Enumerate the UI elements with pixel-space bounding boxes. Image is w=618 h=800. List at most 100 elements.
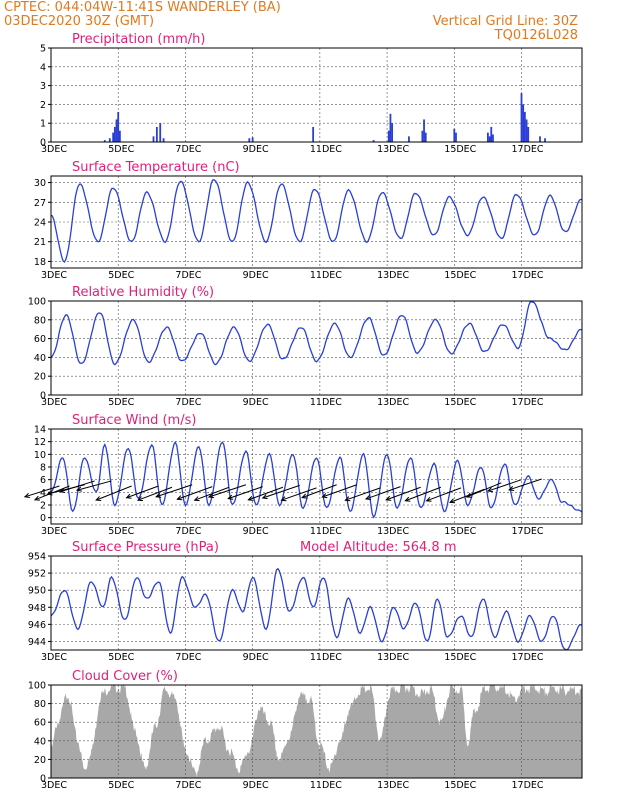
precip-bar (251, 137, 254, 142)
ytick-label: 952 (28, 569, 46, 580)
ytick-label: 21 (34, 237, 46, 248)
xtick-label: 7DEC (175, 397, 201, 408)
ytick-label: 3 (40, 81, 46, 92)
xtick-label: 17DEC (512, 780, 544, 791)
precip-bar (155, 126, 158, 142)
xtick-label: 5DEC (108, 652, 134, 663)
xtick-label: 13DEC (377, 780, 409, 791)
precip-bar (520, 93, 523, 142)
ytick-label: 100 (28, 681, 46, 692)
precip-bar (544, 138, 546, 142)
ytick-label: 40 (34, 736, 46, 747)
ytick-label: 950 (28, 586, 46, 597)
xtick-label: 13DEC (377, 144, 409, 155)
wind-arrowhead (23, 493, 30, 499)
ytick-label: 80 (34, 699, 46, 710)
title-rh: Relative Humidity (%) (72, 285, 214, 300)
precip-bar (424, 132, 427, 142)
wind-arrow (301, 484, 337, 499)
wind-arrowhead (321, 493, 328, 499)
wind-arrow (509, 478, 542, 491)
ytick-label: 0 (40, 391, 46, 402)
precip-bar (391, 123, 394, 142)
xtick-label: 17DEC (512, 270, 544, 281)
ytick-label: 0 (40, 513, 46, 524)
wind-arrowhead (193, 496, 200, 502)
xtick-label: 9DEC (243, 780, 269, 791)
xtick-label: 9DEC (243, 270, 269, 281)
ytick-label: 944 (28, 637, 46, 648)
xtick-label: 9DEC (243, 397, 269, 408)
wind-arrow (405, 486, 442, 502)
run-time-header: 03DEC2020 30Z (GMT) (4, 14, 155, 29)
xtick-label: 3DEC (41, 397, 67, 408)
xtick-label: 5DEC (108, 780, 134, 791)
title-temp: Surface Temperature (nC) (72, 160, 240, 175)
precip-bar (389, 113, 392, 142)
wind-arrowhead (261, 494, 268, 500)
xtick-label: 15DEC (444, 526, 476, 537)
vertical-grid-note: Vertical Grid Line: 30Z (432, 14, 578, 29)
wind-arrowhead (280, 496, 287, 502)
panel-cloud: 3DEC 5DEC 7DEC 9DEC 11DEC 13DEC 15DEC 17DEC 0 20 4… (28, 669, 583, 791)
xtick-label: 7DEC (175, 270, 201, 281)
wind-arrow (365, 486, 401, 500)
xtick-label: 11DEC (310, 652, 342, 663)
precip-bar (248, 138, 251, 142)
xtick-label: 15DEC (444, 270, 476, 281)
xtick-label: 15DEC (444, 144, 476, 155)
title-precip: Precipitation (mm/h) (72, 32, 205, 47)
xtick-label: 17DEC (512, 397, 544, 408)
frame-rh (50, 300, 583, 396)
ytick-label: 4 (40, 488, 46, 499)
wind-arrowhead (448, 498, 456, 504)
press-line (50, 567, 583, 651)
cloud-cover-area (51, 685, 582, 778)
wind-arrow (60, 480, 95, 493)
xtick-label: 5DEC (108, 144, 134, 155)
header: CPTEC: 044:04W-11:41S WANDERLEY (BA) 03D… (0, 0, 618, 44)
rh-line (50, 301, 583, 366)
wind-arrow (76, 480, 112, 491)
xtick-label: 5DEC (108, 397, 134, 408)
ytick-label: 18 (34, 257, 46, 268)
xtick-label: 5DEC (108, 526, 134, 537)
precip-bar (115, 119, 118, 142)
xtick-label: 13DEC (377, 652, 409, 663)
precip-bar (421, 130, 424, 142)
ytick-label: 20 (34, 372, 46, 383)
wind-arrowhead (486, 487, 494, 493)
ytick-label: 100 (28, 297, 46, 308)
panel-rh: 3DEC 5DEC 7DEC 9DEC 11DEC 13DEC 15DEC 17DEC 0 20 4… (28, 285, 583, 408)
ytick-label: 30 (34, 178, 46, 189)
xtick-label: 7DEC (175, 780, 201, 791)
wind-arrow (228, 486, 263, 500)
precip-bar (522, 104, 525, 142)
xtick-label: 9DEC (243, 526, 269, 537)
wind-arrow (281, 487, 317, 501)
wind-arrow (386, 486, 421, 501)
xtick-label: 3DEC (41, 780, 67, 791)
ytick-label: 0 (40, 138, 46, 149)
wind-arrow (24, 485, 60, 498)
xtick-label: 11DEC (310, 144, 342, 155)
frame-precip (50, 47, 583, 143)
frame-cloud (50, 684, 583, 779)
wind-arrowhead (125, 493, 132, 499)
ytick-label: 2 (40, 100, 46, 111)
xtick-label: 13DEC (377, 526, 409, 537)
precip-bar (423, 119, 425, 142)
frame-press (50, 555, 583, 651)
precip-bar (372, 140, 375, 142)
wind-arrowhead (59, 487, 66, 493)
precip-bar (488, 136, 491, 142)
ytick-label: 24 (34, 218, 46, 229)
title-wind: Surface Wind (m/s) (72, 413, 196, 428)
precip-bar (108, 138, 111, 142)
xtick-label: 3DEC (41, 270, 67, 281)
precip-bar (118, 130, 121, 142)
xtick-label: 13DEC (377, 397, 409, 408)
precip-bar (525, 119, 528, 142)
xtick-label: 9DEC (243, 652, 269, 663)
